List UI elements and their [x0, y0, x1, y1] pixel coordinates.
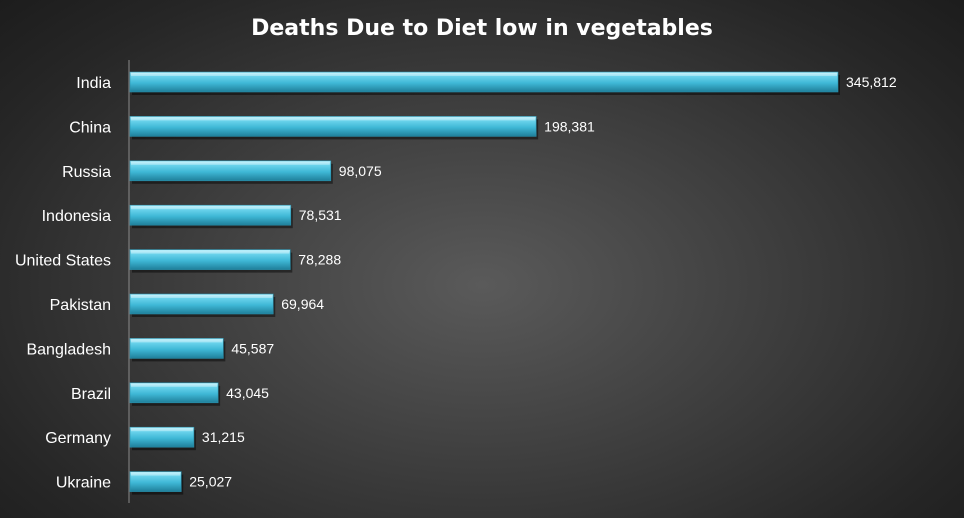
bar — [129, 249, 291, 270]
data-label: 345,812 — [846, 74, 897, 90]
bars-group: India 345,812 China 198,381 Russia 98,075 Indo… — [15, 71, 897, 495]
y-tick-label: Germany — [45, 430, 111, 447]
bar-highlight — [131, 339, 223, 343]
y-tick-label: China — [69, 119, 111, 136]
y-tick-label: Indonesia — [42, 208, 111, 225]
bar-highlight — [131, 250, 290, 254]
data-label: 69,964 — [281, 296, 324, 312]
data-label: 31,215 — [202, 429, 245, 445]
bar-highlight — [131, 206, 290, 210]
bar-highlight — [131, 295, 273, 298]
chart-title: Deaths Due to Diet low in vegetables — [251, 16, 713, 41]
bar — [129, 204, 292, 226]
bar — [129, 426, 195, 448]
bar-highlight — [131, 428, 193, 432]
bar — [129, 160, 332, 182]
y-tick-label: Brazil — [71, 386, 111, 403]
bar-highlight — [131, 117, 536, 121]
y-tick-label: Pakistan — [50, 297, 111, 314]
bar-highlight — [131, 161, 330, 165]
y-tick-label: Bangladesh — [26, 341, 111, 358]
y-tick-label: India — [76, 75, 111, 92]
bar-highlight — [131, 73, 837, 76]
data-label: 78,531 — [299, 207, 342, 223]
data-label: 25,027 — [189, 474, 232, 490]
data-label: 198,381 — [544, 118, 595, 134]
bar — [129, 382, 219, 404]
bar-highlight — [131, 472, 181, 476]
bar — [129, 293, 274, 315]
data-label: 45,587 — [231, 340, 274, 356]
data-label: 98,075 — [339, 163, 382, 179]
bar — [129, 116, 537, 137]
bar-highlight — [131, 383, 218, 387]
y-tick-label: Russia — [62, 164, 111, 181]
bar — [129, 338, 224, 359]
y-tick-label: Ukraine — [56, 475, 111, 492]
bar — [129, 471, 182, 492]
y-tick-label: United States — [15, 253, 111, 270]
data-label: 43,045 — [226, 385, 269, 401]
bar — [129, 71, 839, 93]
data-label: 78,288 — [298, 252, 341, 268]
